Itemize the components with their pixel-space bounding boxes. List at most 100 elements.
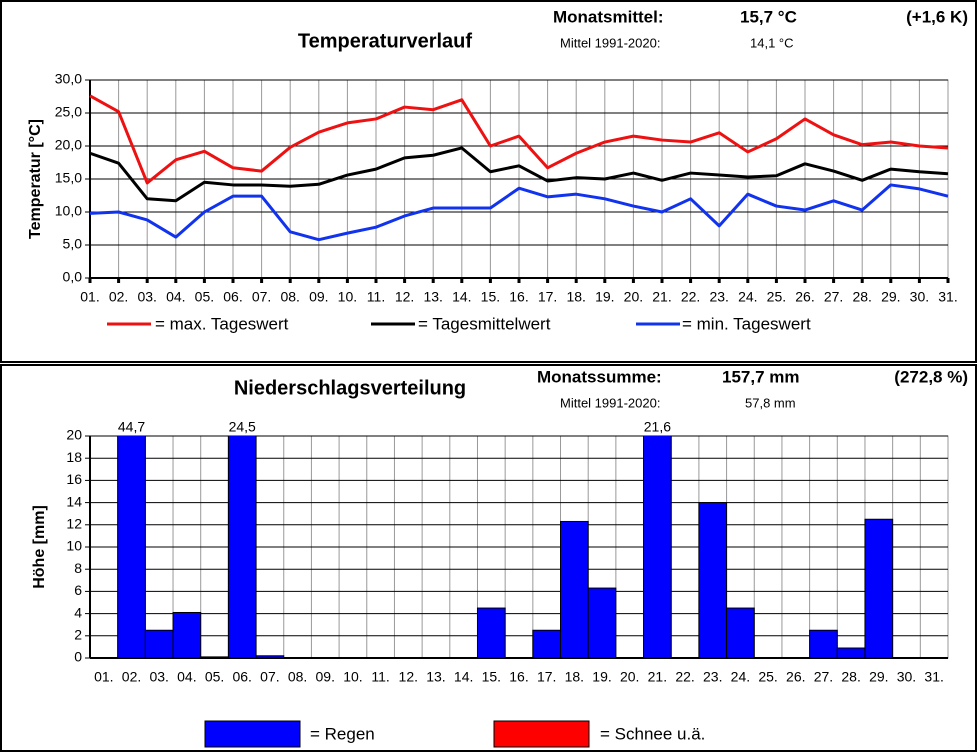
x-tick-label: 16. — [509, 289, 528, 305]
annotation: Mittel 1991-2020: — [560, 395, 660, 410]
x-tick-label: 25. — [767, 289, 786, 305]
x-tick-label: 07. — [260, 669, 279, 685]
x-tick-label: 13. — [423, 289, 442, 305]
x-tick-label: 17. — [538, 289, 557, 305]
x-tick-label: 23. — [703, 669, 722, 685]
bar — [532, 629, 562, 658]
y-tick-label: 16 — [66, 471, 82, 487]
x-tick-label: 02. — [109, 289, 128, 305]
x-tick-label: 02. — [122, 669, 141, 685]
x-tick-label: 14. — [454, 669, 473, 685]
x-tick-label: 09. — [309, 289, 328, 305]
x-tick-label: 18. — [565, 669, 584, 685]
y-tick-label: 0,0 — [63, 269, 83, 285]
x-tick-label: 14. — [452, 289, 471, 305]
x-tick-label: 04. — [166, 289, 185, 305]
x-tick-label: 31. — [938, 289, 957, 305]
x-tick-label: 26. — [786, 669, 805, 685]
legend-swatch — [204, 720, 301, 748]
annotation: (272,8 %) — [894, 367, 968, 386]
bar — [560, 520, 589, 658]
x-tick-label: 09. — [316, 669, 335, 685]
x-tick-label: 19. — [595, 289, 614, 305]
y-tick-label: 18 — [66, 449, 82, 465]
legend-label: = Regen — [310, 724, 375, 743]
annotation: Monatsmittel: — [553, 7, 664, 26]
y-tick-label: 30,0 — [55, 71, 82, 87]
x-tick-label: 10. — [343, 669, 362, 685]
bar — [255, 655, 285, 658]
x-tick-label: 22. — [681, 289, 700, 305]
x-tick-label: 16. — [509, 669, 528, 685]
x-tick-label: 22. — [675, 669, 694, 685]
bar — [587, 587, 617, 658]
y-tick-label: 5,0 — [63, 236, 83, 252]
x-tick-label: 24. — [731, 669, 750, 685]
line-series — [89, 183, 949, 242]
x-tick-label: 27. — [824, 289, 843, 305]
y-tick-label: 2 — [74, 627, 82, 643]
y-tick-label: 4 — [74, 604, 82, 620]
x-tick-label: 03. — [149, 669, 168, 685]
x-tick-label: 11. — [371, 669, 389, 685]
annotation: (+1,6 K) — [906, 7, 968, 26]
line-series — [89, 94, 949, 185]
x-tick-label: 31. — [924, 669, 943, 685]
x-tick-label: 29. — [881, 289, 900, 305]
legend-label: = max. Tageswert — [155, 314, 289, 333]
legend-label: = min. Tageswert — [682, 314, 811, 333]
x-tick-label: 06. — [223, 289, 242, 305]
annotation: 14,1 °C — [750, 35, 794, 50]
bar — [643, 436, 672, 658]
x-tick-label: 15. — [481, 289, 500, 305]
bar — [726, 607, 755, 658]
x-tick-label: 01. — [94, 669, 113, 685]
x-tick-label: 10. — [338, 289, 357, 305]
x-tick-label: 29. — [869, 669, 888, 685]
x-tick-label: 08. — [288, 669, 307, 685]
y-tick-label: 20,0 — [55, 137, 82, 153]
legend-swatch — [493, 720, 590, 748]
x-tick-label: 06. — [232, 669, 251, 685]
x-tick-label: 03. — [137, 289, 156, 305]
y-axis-label: Höhe [mm] — [31, 505, 48, 589]
bar-group — [117, 436, 894, 658]
x-tick-label: 24. — [738, 289, 757, 305]
x-tick-label: 21. — [652, 289, 671, 305]
x-tick-label: 11. — [367, 289, 385, 305]
x-tick-label: 17. — [537, 669, 556, 685]
x-tick-label: 20. — [624, 289, 643, 305]
y-tick-label: 20 — [66, 427, 82, 443]
x-tick-label: 19. — [592, 669, 611, 685]
y-tick-label: 14 — [66, 493, 82, 509]
bar — [200, 656, 229, 658]
value-label: 24,5 — [229, 419, 256, 435]
value-label: 21,6 — [644, 419, 671, 435]
y-tick-label: 15,0 — [55, 170, 82, 186]
x-tick-label: 18. — [566, 289, 585, 305]
annotation: 57,8 mm — [745, 395, 796, 410]
x-tick-label: 20. — [620, 669, 639, 685]
bar — [809, 629, 838, 658]
x-tick-label: 25. — [758, 669, 777, 685]
x-tick-label: 12. — [395, 289, 414, 305]
x-tick-label: 08. — [280, 289, 299, 305]
chart-title: Temperaturverlauf — [298, 30, 472, 52]
x-tick-label: 07. — [252, 289, 271, 305]
annotation: 157,7 mm — [722, 367, 800, 386]
x-tick-label: 26. — [795, 289, 814, 305]
bar — [144, 629, 174, 658]
x-tick-label: 05. — [205, 669, 224, 685]
x-tick-label: 30. — [897, 669, 916, 685]
x-tick-label: 30. — [910, 289, 929, 305]
y-tick-label: 0 — [74, 649, 82, 665]
x-tick-label: 04. — [177, 669, 196, 685]
y-tick-label: 10,0 — [55, 203, 82, 219]
x-tick-label: 13. — [426, 669, 445, 685]
bar — [698, 502, 728, 658]
legend-label: = Tagesmittelwert — [418, 314, 551, 333]
x-tick-label: 01. — [80, 289, 99, 305]
annotation: 15,7 °C — [740, 7, 797, 26]
bar — [476, 607, 506, 658]
